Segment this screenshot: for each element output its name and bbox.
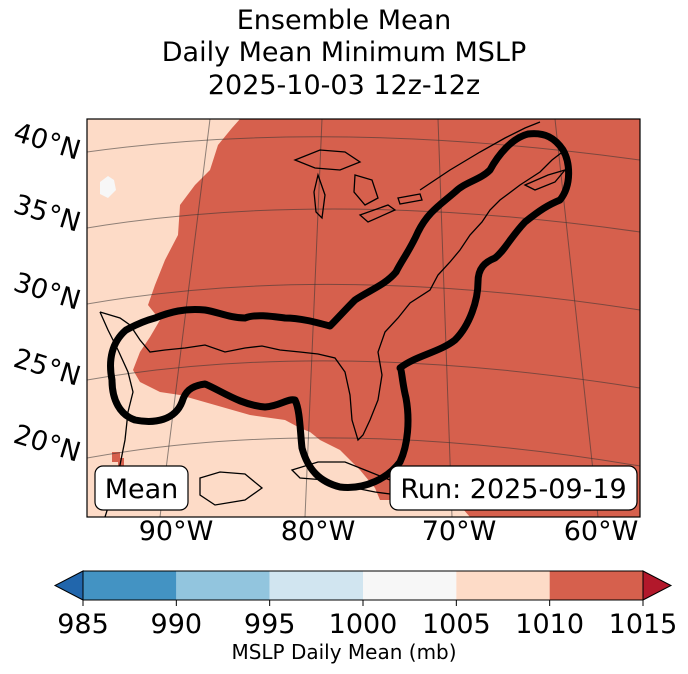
colorbar-bin [363, 571, 457, 600]
run-box-text: Run: 2025-09-19 [400, 474, 626, 505]
meridian-60 [554, 119, 599, 517]
meridian-80 [304, 119, 323, 517]
title-line-1: Ensemble Mean [236, 5, 452, 36]
colorbar-tick-label: 985 [57, 609, 109, 640]
coast-lake-huron [353, 174, 379, 206]
lon-labels: 90°W 80°W 70°W 60°W [139, 516, 639, 547]
coast-lake-ontario [397, 193, 423, 205]
colorbar-tick-label: 1000 [329, 609, 398, 640]
map-frame [86, 118, 641, 518]
graticule [87, 119, 640, 517]
mean-box-bg [94, 465, 189, 511]
parallel-20 [87, 437, 640, 467]
coast-st-lawrence [419, 121, 541, 191]
coast-yucatan [199, 471, 264, 506]
coast-lake-michigan [313, 172, 326, 220]
meridian-90 [159, 119, 211, 517]
title-line-3: 2025-10-03 12z-12z [207, 70, 481, 101]
colorbar-label: MSLP Daily Mean (mb) [231, 640, 457, 664]
coast-lake-erie [358, 204, 397, 223]
mean-box: Mean [94, 465, 189, 511]
lat-label: 40°N [10, 117, 84, 167]
title-line-2: Daily Mean Minimum MSLP [161, 37, 527, 68]
lat-label: 30°N [10, 267, 84, 317]
parallel-35 [87, 208, 640, 233]
coast-lake-superior [293, 149, 362, 171]
lon-label: 70°W [422, 516, 497, 547]
lat-label: 20°N [10, 419, 84, 469]
field-1000-1005 [100, 176, 116, 198]
coast-gulf-atlantic [99, 149, 566, 442]
meridian-70 [437, 119, 453, 517]
colorbar-tick-label: 995 [244, 609, 296, 640]
coast-nova-scotia [523, 168, 567, 191]
colorbar-under-arrow [53, 570, 84, 601]
map-field [87, 119, 640, 517]
region-outline [107, 130, 573, 491]
parallel-40 [87, 136, 640, 161]
colorbar-tick-label: 1005 [422, 609, 491, 640]
field-1010-1015 [133, 119, 640, 517]
colorbar-bin [456, 571, 550, 600]
colorbar-tick-label: 990 [151, 609, 203, 640]
lon-label: 80°W [281, 516, 356, 547]
parallel-25 [87, 360, 640, 389]
mean-box-text: Mean [105, 474, 179, 505]
lon-label: 60°W [564, 516, 639, 547]
colorbar-tick-label: 1015 [609, 609, 678, 640]
lat-label: 35°N [10, 189, 84, 239]
run-box: Run: 2025-09-19 [389, 465, 638, 511]
colorbar-bin [549, 571, 643, 600]
run-box-bg [389, 465, 638, 511]
colorbar-bin [176, 571, 270, 600]
colorbar: 985 990 995 1000 1005 1010 1015 [53, 570, 678, 640]
parallel-30 [87, 283, 640, 311]
lat-label: 25°N [10, 343, 84, 393]
lat-labels: 40°N 35°N 30°N 25°N 20°N [10, 117, 84, 469]
colorbar-bin [269, 571, 363, 600]
field-speck [112, 452, 120, 462]
colorbar-over-arrow [642, 570, 673, 601]
lon-label: 90°W [139, 516, 214, 547]
colorbar-tick-label: 1010 [515, 609, 584, 640]
colorbar-bin [83, 571, 177, 600]
